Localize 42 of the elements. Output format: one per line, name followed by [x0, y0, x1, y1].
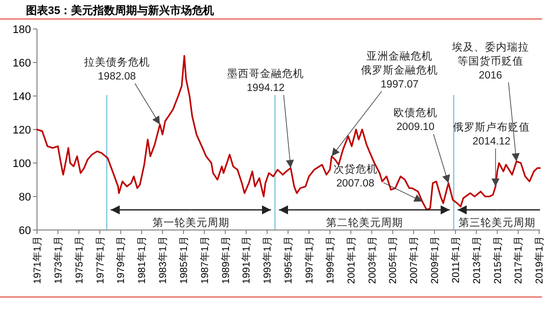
title: 图表35：美元指数周期与新兴市场危机 [26, 5, 214, 17]
annotation: 第三轮美元周期 [458, 217, 536, 229]
x-tick-label: 1971年1月 [32, 236, 44, 284]
annotation: 埃及、委内瑞拉等国货币贬值 2016 [452, 41, 529, 82]
x-tick-label: 2015年1月 [492, 236, 504, 284]
x-tick-label: 1987年1月 [198, 236, 211, 284]
x-tick-label: 2019年1月 [534, 236, 546, 284]
x-tick-label: 2013年1月 [470, 236, 483, 284]
x-tick-label: 1989年1月 [220, 236, 232, 284]
x-tick-label: 1995年1月 [282, 236, 295, 284]
x-tick-label: 2009年1月 [429, 236, 442, 284]
x-tick-label: 1997年1月 [303, 236, 316, 284]
y-tick-label: 80 [18, 192, 31, 204]
y-tick-label: 140 [12, 91, 31, 103]
x-tick-label: 1975年1月 [73, 236, 86, 284]
y-tick-label: 120 [12, 124, 31, 136]
x-tick-label: 1985年1月 [178, 236, 190, 284]
x-tick-label: 2003年1月 [366, 236, 378, 284]
x-tick-label: 1981年1月 [136, 236, 148, 284]
y-tick-label: 160 [12, 58, 31, 70]
annotation: 欧债危机 2009.10 [393, 107, 438, 134]
x-tick-label: 2005年1月 [387, 236, 400, 284]
annotation: 亚洲金融危机俄罗斯金融危机 1997.07 [361, 50, 438, 90]
annotation: 第二轮美元周期 [326, 217, 403, 229]
annotation: 拉美债务危机 1982.08 [84, 56, 150, 82]
annotation: 次贷危机 2007.08 [333, 164, 378, 190]
x-tick-label: 1983年1月 [157, 236, 170, 284]
x-tick-label: 1999年1月 [324, 236, 336, 284]
x-tick-label: 1973年1月 [52, 236, 64, 284]
y-tick-label: 60 [18, 225, 31, 237]
x-tick-label: 1991年1月 [240, 236, 253, 284]
annotation: 墨西哥金融危机 1994.12 [227, 68, 304, 94]
x-tick-label: 1979年1月 [115, 236, 128, 284]
x-tick-label: 2011年1月 [450, 236, 462, 284]
y-tick-label: 100 [12, 158, 31, 170]
annotation: 第一轮美元周期 [152, 217, 230, 229]
x-tick-label: 2007年1月 [408, 236, 420, 284]
x-tick-label: 2001年1月 [345, 236, 358, 284]
x-tick-label: 2017年1月 [512, 236, 525, 284]
x-tick-label: 1977年1月 [94, 236, 106, 284]
y-tick-label: 180 [12, 24, 31, 36]
x-tick-label: 1993年1月 [262, 236, 274, 284]
